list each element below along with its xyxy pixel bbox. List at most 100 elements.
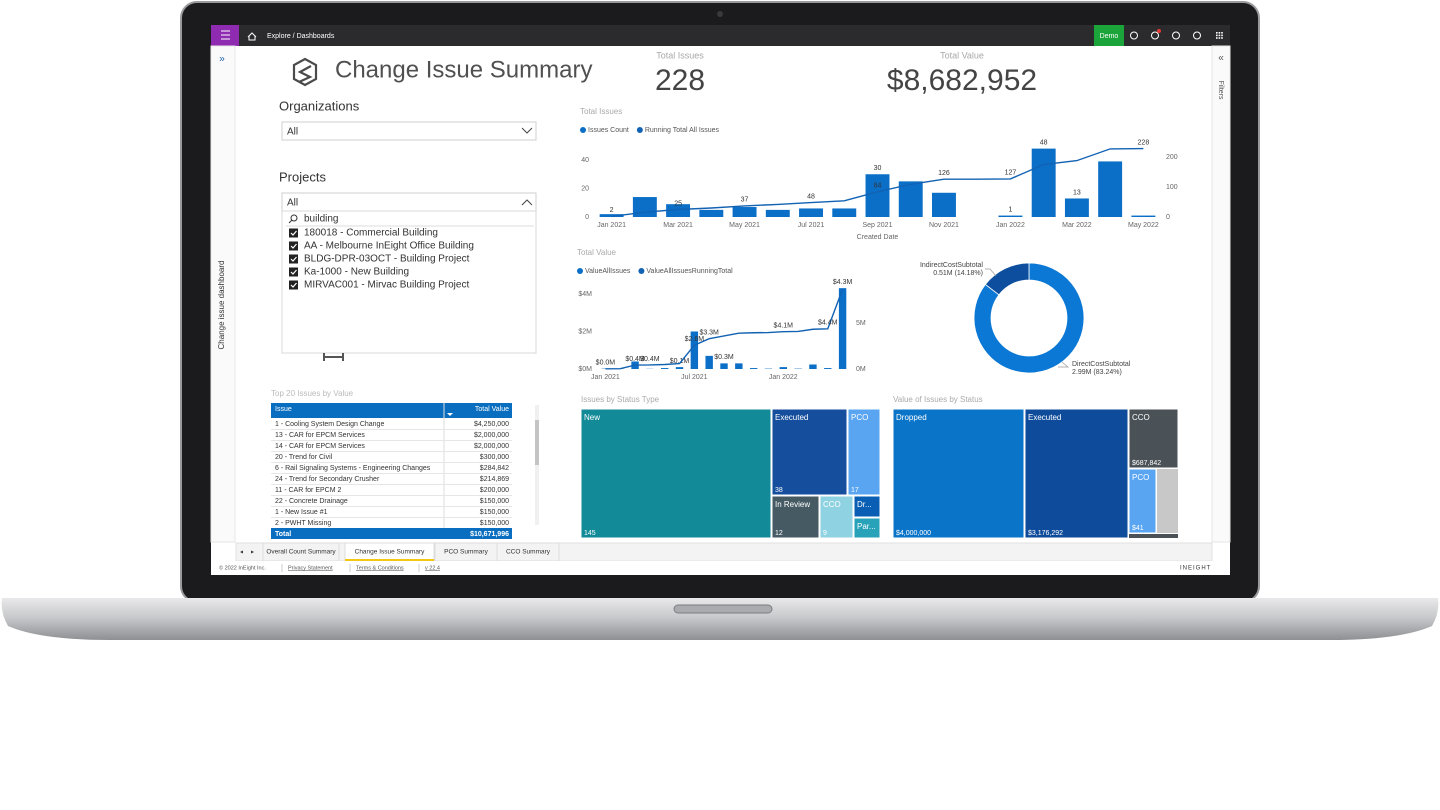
bar	[932, 192, 956, 217]
bar	[765, 209, 790, 217]
footer	[211, 561, 1230, 575]
apps-icon	[1221, 32, 1223, 34]
data-label: 228	[1138, 139, 1150, 146]
dropdown[interactable]	[281, 121, 537, 141]
checkbox[interactable]	[289, 280, 298, 290]
expand-icon[interactable]: »	[219, 54, 225, 65]
x-tick-label: Jan 2021	[591, 374, 620, 381]
project-option: MIRVAC001 - Mirvac Building Project	[304, 280, 469, 291]
chevron-up	[521, 199, 533, 206]
bar	[799, 208, 823, 217]
data-label: 126	[938, 170, 950, 177]
treemap-value: 38	[775, 487, 783, 494]
treemap-cell[interactable]	[580, 408, 772, 539]
treemap-cell[interactable]	[1128, 408, 1179, 469]
dropdown[interactable]	[281, 192, 537, 212]
legend-label: Issues Count	[588, 127, 629, 134]
chart-title: Value of Issues by Status	[893, 395, 983, 404]
checkbox[interactable]	[289, 228, 298, 238]
toolbar-icon[interactable]	[1172, 31, 1180, 40]
apps-icon	[1221, 34, 1223, 37]
legend-label: Running Total All Issues	[645, 127, 720, 134]
treemap-cell[interactable]	[847, 408, 881, 496]
checkmark	[290, 230, 297, 236]
treemap-cell[interactable]	[819, 495, 854, 539]
slice-name: DirectCostSubtotal	[1072, 361, 1131, 368]
leader-line	[985, 268, 997, 277]
column-header[interactable]: Total Value	[475, 406, 509, 413]
treemap-label: Par...	[857, 522, 876, 531]
treemap-label: CCO	[823, 500, 841, 509]
footer-link[interactable]: Terms & Conditions	[356, 565, 404, 571]
data-label: $0.4M	[640, 356, 660, 363]
legend-label: ValueAllIssues	[585, 268, 631, 275]
chart-title: Total Issues	[580, 107, 622, 116]
bar	[1031, 148, 1056, 217]
tab-nav[interactable]: ▸	[251, 550, 254, 556]
x-tick-label: Mar 2022	[1062, 222, 1092, 229]
bar	[675, 367, 684, 369]
footer-link[interactable]: Privacy Statement	[288, 565, 333, 571]
home-icon[interactable]	[247, 32, 257, 41]
data-label: 84	[874, 183, 882, 190]
bar	[699, 209, 724, 217]
cell: $284,842	[480, 465, 509, 472]
y2-tick-label: 0	[1166, 214, 1170, 221]
collapse-icon: «	[1218, 53, 1224, 64]
slicer-label: Projects	[279, 169, 326, 184]
data-label: $3.3M	[699, 330, 719, 337]
bar	[824, 368, 832, 369]
cell: $2,000,000	[474, 432, 509, 439]
data-label: 48	[807, 193, 815, 200]
cell: 1 - Cooling System Design Change	[275, 421, 384, 428]
base-notch	[673, 604, 773, 614]
notification-dot	[1157, 29, 1161, 33]
bar	[661, 368, 669, 369]
environment-badge	[1094, 25, 1124, 46]
treemap-cell[interactable]	[853, 517, 881, 539]
scroll-thumb[interactable]	[535, 420, 539, 465]
data-label: $4.4M	[818, 320, 838, 327]
bar	[1131, 215, 1156, 217]
filters-pane[interactable]	[1211, 45, 1231, 543]
toolbar-icon[interactable]	[1130, 31, 1138, 40]
cell: 11 - CAR for EPCM 2	[275, 487, 341, 494]
treemap-cell[interactable]	[892, 408, 1025, 539]
checkbox[interactable]	[289, 241, 298, 251]
column-header[interactable]: Issue	[275, 406, 292, 413]
dropdown-value: All	[287, 198, 298, 209]
treemap-cell	[1157, 469, 1178, 533]
y-tick-label: $0M	[578, 366, 592, 373]
table-total	[271, 528, 512, 539]
x-tick-label: Jan 2021	[597, 222, 626, 229]
x-tick-label: Nov 2021	[929, 222, 959, 229]
checkbox[interactable]	[289, 267, 298, 277]
tab-nav[interactable]: ◂	[240, 550, 243, 556]
treemap-label: Executed	[775, 413, 808, 422]
bar	[779, 367, 787, 369]
treemap-value: 9	[823, 530, 827, 537]
y2-tick-label: 200	[1166, 154, 1178, 161]
treemap-label: Dr...	[857, 500, 872, 509]
treemap-cell[interactable]	[853, 495, 881, 518]
treemap-label: New	[584, 413, 600, 422]
sort-icon	[447, 413, 453, 416]
bar	[838, 288, 847, 369]
footer-link[interactable]: v 22.4	[425, 565, 440, 571]
treemap-cell[interactable]	[771, 495, 820, 539]
left-sidebar	[210, 45, 236, 543]
treemap-cell[interactable]	[1024, 408, 1129, 539]
search-input[interactable]: building	[304, 214, 338, 225]
toolbar-icon[interactable]	[1151, 31, 1159, 40]
toolbar-icon[interactable]	[1193, 31, 1201, 40]
y2-tick-label: 0M	[856, 366, 866, 373]
sidebar-label: Change issue dashboard	[217, 261, 226, 350]
y-tick-label: $2M	[578, 328, 592, 335]
bar	[832, 208, 857, 217]
treemap-cell[interactable]	[771, 408, 848, 496]
tab-label: PCO Summary	[444, 549, 488, 556]
checkbox[interactable]	[289, 254, 298, 264]
bar	[749, 368, 758, 369]
logo	[292, 57, 318, 87]
treemap-cell[interactable]	[1128, 468, 1157, 534]
